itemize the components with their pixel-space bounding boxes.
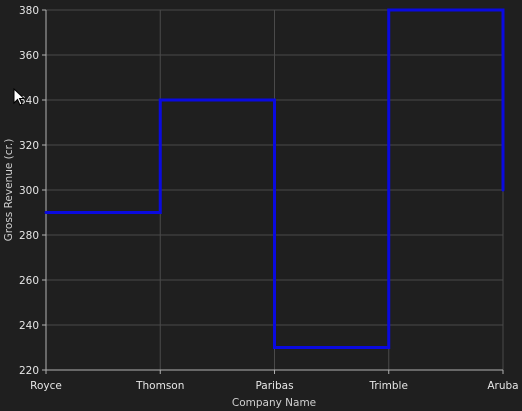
y-axis-title: Gross Revenue (cr.) xyxy=(3,139,15,242)
y-tick-label: 380 xyxy=(19,5,39,17)
x-tick-label: Royce xyxy=(30,380,62,392)
data-point-aruba xyxy=(501,188,505,192)
data-point-trimble xyxy=(387,8,391,12)
data-point-thomson xyxy=(158,98,162,102)
x-axis-title: Company Name xyxy=(232,397,316,409)
mouse-cursor-icon xyxy=(13,88,25,106)
data-point-royce xyxy=(44,211,48,214)
axes xyxy=(42,9,504,374)
y-tick-label: 240 xyxy=(19,320,39,332)
x-tick-label: Paribas xyxy=(255,380,293,392)
series-layer xyxy=(44,8,505,349)
y-tick-label: 260 xyxy=(19,275,39,287)
y-tick-label: 360 xyxy=(19,50,39,62)
data-point-paribas xyxy=(273,346,276,349)
y-tick-label: 320 xyxy=(19,140,39,152)
x-tick-label: Thomson xyxy=(135,380,184,392)
x-tick-label: Aruba xyxy=(487,380,518,392)
y-tick-label: 300 xyxy=(19,185,39,197)
y-tick-label: 220 xyxy=(19,365,39,377)
x-tick-label: Trimble xyxy=(369,380,408,392)
y-tick-label: 280 xyxy=(19,230,39,242)
